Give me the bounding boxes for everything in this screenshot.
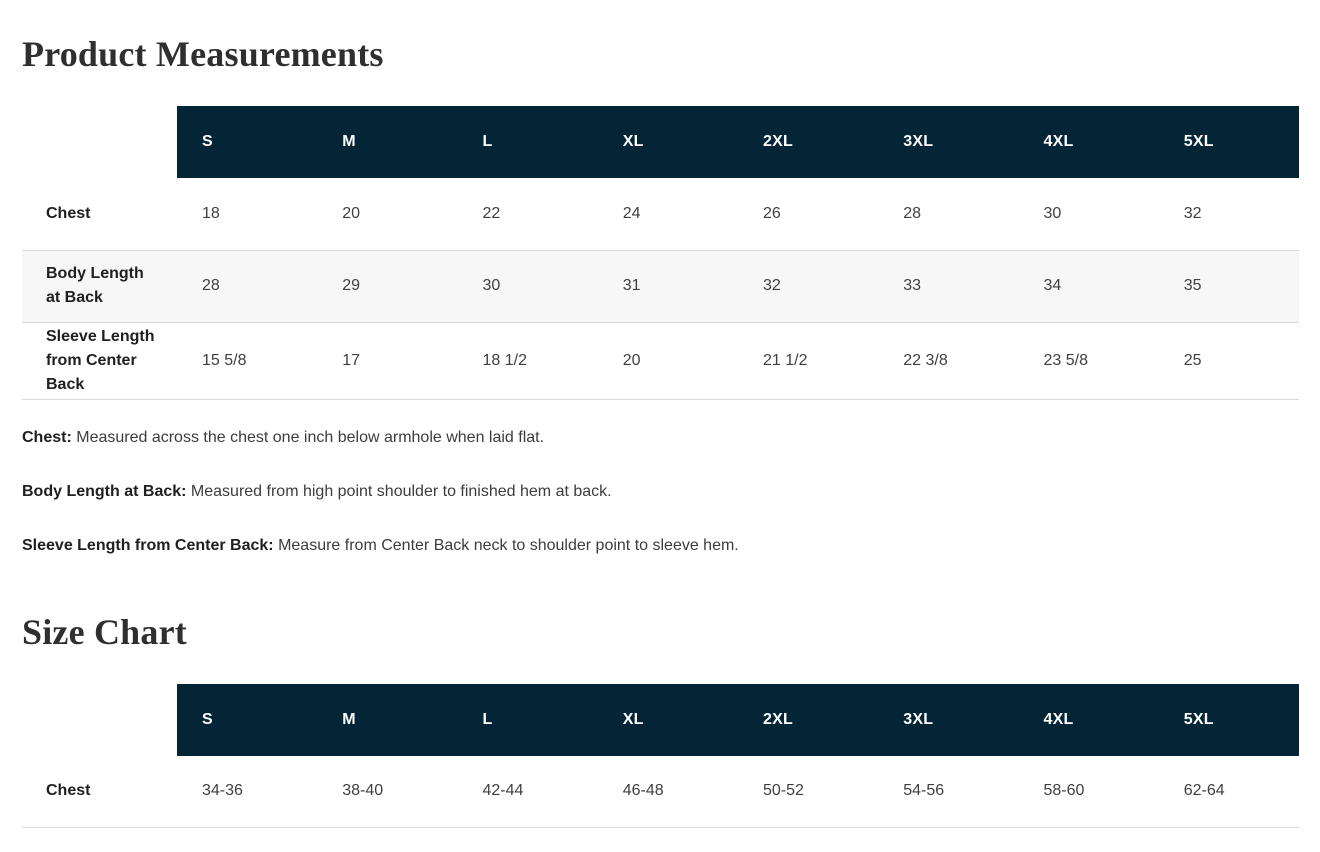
size-range-value: 38-40 [342, 782, 384, 800]
size-header-xl: XL [597, 106, 738, 178]
size-header-5xl: 5XL [1158, 683, 1299, 756]
measurement-value: 18 [202, 204, 220, 222]
measurement-value: 35 [1183, 277, 1202, 294]
table-row-chest: Chest 34-36 38-40 42-44 46-48 50-52 54-5… [22, 756, 1299, 828]
measurement-value: 30 [1043, 204, 1062, 222]
measurement-value: 33 [903, 277, 922, 294]
size-range-value: 42-44 [482, 782, 524, 800]
measurement-value: 34 [1043, 277, 1062, 294]
size-header-row: S M L XL 2XL 3XL 4XL 5XL [22, 683, 1299, 756]
size-header-5xl: 5XL [1158, 106, 1299, 178]
definition-body-length-text: Measured from high point shoulder to fin… [190, 482, 612, 500]
size-header-2xl: 2XL [738, 106, 879, 178]
definition-chest-term: Chest: [22, 428, 72, 446]
definition-chest: Chest: Measured across the chest one inc… [22, 426, 1299, 450]
row-label-chest: Chest [46, 782, 91, 800]
size-header-m: M [317, 683, 458, 756]
size-chart-section: Size Chart S M L XL 2XL 3XL 4XL 5XL [22, 611, 1299, 829]
definition-sleeve-length-term: Sleeve Length from Center Back: [22, 536, 274, 554]
size-header-s: S [177, 683, 318, 756]
size-range-value: 46-48 [622, 782, 664, 800]
row-label-chest: Chest [46, 204, 91, 222]
measurement-value: 21 1/2 [763, 351, 808, 369]
measurement-value: 30 [482, 277, 501, 294]
corner-cell [22, 106, 177, 178]
size-guide-page: Product Measurements S M L XL 2XL 3XL 4X… [22, 33, 1299, 829]
table-row-sleeve-length: Sleeve Length from Center Back 15 5/8 17… [22, 322, 1299, 399]
table-row-chest: Chest 18 20 22 24 26 28 30 32 [22, 178, 1299, 250]
table-row-body-length: Body Length at Back 28 29 30 31 32 33 34… [22, 250, 1299, 322]
product-measurements-title: Product Measurements [22, 34, 384, 74]
product-measurements-section: Product Measurements S M L XL 2XL 3XL 4X… [22, 33, 1299, 558]
measurement-value: 25 [1183, 351, 1202, 369]
measurement-value: 32 [1183, 204, 1202, 222]
measurement-value: 32 [763, 277, 781, 294]
measurement-value: 22 3/8 [903, 351, 948, 369]
measurement-definitions: Chest: Measured across the chest one inc… [22, 426, 1299, 558]
size-header-2xl: 2XL [738, 683, 879, 756]
size-header-l: L [457, 683, 598, 756]
row-label-sleeve-length: Sleeve Length from Center Back [46, 327, 155, 393]
measurement-value: 18 1/2 [482, 351, 527, 369]
measurement-value: 22 [482, 204, 501, 222]
measurement-value: 20 [622, 351, 641, 369]
measurement-value: 28 [202, 277, 220, 294]
product-measurements-table: S M L XL 2XL 3XL 4XL 5XL Chest 18 20 22 … [22, 106, 1299, 400]
size-range-value: 54-56 [903, 782, 945, 800]
measurement-value: 23 5/8 [1043, 351, 1088, 369]
corner-cell [22, 684, 177, 756]
size-range-value: 50-52 [763, 782, 804, 800]
size-header-4xl: 4XL [1018, 106, 1159, 178]
measurement-value: 29 [342, 277, 361, 294]
measurements-table-header: S M L XL 2XL 3XL 4XL 5XL [22, 106, 1299, 178]
measurement-value: 31 [622, 277, 641, 294]
size-header-row: S M L XL 2XL 3XL 4XL 5XL [22, 106, 1299, 178]
size-range-value: 62-64 [1183, 782, 1225, 800]
size-header-m: M [317, 106, 458, 178]
size-range-value: 58-60 [1043, 782, 1085, 800]
definition-chest-text: Measured across the chest one inch below… [76, 428, 545, 446]
size-header-4xl: 4XL [1018, 683, 1159, 756]
measurement-value: 17 [342, 351, 361, 369]
measurement-value: 26 [763, 204, 781, 222]
size-header-3xl: 3XL [878, 106, 1019, 178]
size-chart-table-header: S M L XL 2XL 3XL 4XL 5XL [22, 683, 1299, 756]
definition-sleeve-length-text: Measure from Center Back neck to shoulde… [278, 536, 739, 554]
definition-sleeve-length: Sleeve Length from Center Back: Measure … [22, 534, 1299, 558]
size-header-xl: XL [597, 683, 738, 756]
definition-body-length-term: Body Length at Back: [22, 482, 187, 500]
size-chart-table: S M L XL 2XL 3XL 4XL 5XL Chest 34-36 38-… [22, 683, 1299, 829]
size-header-3xl: 3XL [878, 683, 1019, 756]
size-header-l: L [457, 106, 598, 178]
measurement-value: 15 5/8 [202, 351, 247, 369]
size-range-value: 34-36 [202, 782, 243, 800]
measurement-value: 20 [342, 204, 361, 222]
size-header-s: S [177, 106, 318, 178]
row-label-body-length: Body Length at Back [46, 265, 144, 306]
measurement-value: 28 [903, 204, 922, 222]
definition-body-length: Body Length at Back: Measured from high … [22, 480, 1299, 504]
size-chart-title: Size Chart [22, 611, 187, 652]
measurement-value: 24 [622, 204, 641, 222]
